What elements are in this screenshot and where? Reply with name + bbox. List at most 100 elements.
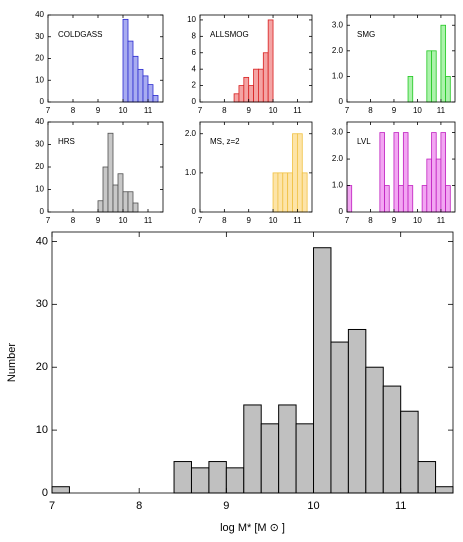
y-tick-label: 20 [36,361,48,373]
bar [445,185,451,213]
bar [277,172,284,213]
x-tick-label: 11 [395,500,406,512]
bar [122,18,129,103]
y-tick-label: 0 [192,207,197,216]
bar [278,404,297,494]
bar [287,172,293,213]
y-tick-label: 30 [36,298,48,310]
x-tick-label: 9 [246,106,251,115]
panel-label: COLDGASS [58,30,102,39]
panel: 7 8 9 10 11 0 1.0 2.0 3.0 SMG [332,14,456,115]
x-tick-label: 10 [307,500,319,512]
y-tick-label: 2 [192,81,197,90]
bar [122,191,129,213]
bar [238,85,245,103]
x-tick-label: 8 [71,106,76,115]
bar [253,68,259,103]
axes-frame [346,14,456,103]
y-tick-label: 10 [187,15,196,24]
x-axis-label: log M* [M ⊙ ] [220,522,285,534]
bar [347,328,367,494]
x-tick-label: 9 [96,216,101,225]
panel: 7 8 9 10 11 0 2 4 6 8 10 ALLSMOG [187,14,313,115]
panel-label: LVL [357,137,371,146]
x-tick-label: 8 [368,106,373,115]
bar [431,50,437,103]
y-tick-label: 8 [192,31,197,40]
x-tick-label: 8 [222,106,227,115]
y-tick-label: 3.0 [332,20,344,29]
bar [407,76,414,103]
panel: 7 8 9 10 11 0 1.0 2.0 3.0 LVL [332,121,456,225]
bar [208,461,227,494]
bar [112,184,119,213]
x-tick-label: 10 [413,216,422,225]
x-tick-label: 9 [392,216,397,225]
y-tick-label: 1.0 [332,72,344,81]
y-tick-label: 10 [36,424,48,436]
bar [132,55,139,103]
x-tick-label: 7 [198,106,203,115]
bar [190,467,210,494]
bar [382,385,402,494]
bar [295,423,315,494]
y-tick-label: 0 [40,207,45,216]
x-tick-label: 10 [119,216,128,225]
y-tick-label: 30 [35,32,44,41]
y-tick-label: 20 [35,54,44,63]
x-tick-label: 11 [437,106,446,115]
bar [248,85,254,103]
y-tick-label: 1.0 [185,168,197,177]
bar [173,461,192,494]
bar [431,132,437,213]
y-tick-label: 3.0 [332,128,344,137]
x-tick-label: 11 [144,216,153,225]
bar [127,40,134,103]
bar [267,19,274,103]
bar [137,68,144,103]
y-tick-label: 0 [192,97,197,106]
bar [402,132,409,213]
x-tick-label: 10 [269,216,278,225]
y-tick-label: 30 [35,140,44,149]
bar [272,172,279,213]
y-tick-label: 2.0 [332,46,344,55]
bar [102,166,109,213]
x-tick-label: 11 [293,216,302,225]
bar [330,341,349,494]
panel-label: SMG [357,30,375,39]
x-tick-label: 7 [49,500,55,512]
bar [301,172,308,213]
bar [282,172,289,213]
bar [440,132,447,213]
panel: 7 8 9 10 11 0 10 20 30 40 COLDGASS [35,10,164,115]
y-tick-label: 0 [339,207,344,216]
bar [132,202,139,213]
x-tick-label: 8 [368,216,373,225]
x-tick-label: 10 [119,106,128,115]
bar [142,75,149,103]
bar [346,185,353,213]
bar [243,404,262,494]
axes-frame [199,14,313,103]
y-tick-label: 4 [192,64,197,73]
bar [445,76,451,103]
y-tick-label: 10 [35,185,44,194]
y-tick-label: 40 [35,117,44,126]
panel-label: HRS [58,137,75,146]
bar [435,486,454,494]
bar [243,76,250,103]
y-tick-label: 40 [36,235,48,247]
y-tick-label: 10 [35,75,44,84]
axes-frame [199,121,313,213]
bar [292,133,298,213]
x-tick-label: 10 [413,106,422,115]
x-tick-label: 7 [46,216,51,225]
bar [97,200,104,213]
bar [426,50,432,103]
bar [296,133,303,213]
x-tick-label: 7 [345,216,350,225]
bar [379,132,385,213]
axes-frame [51,231,454,494]
